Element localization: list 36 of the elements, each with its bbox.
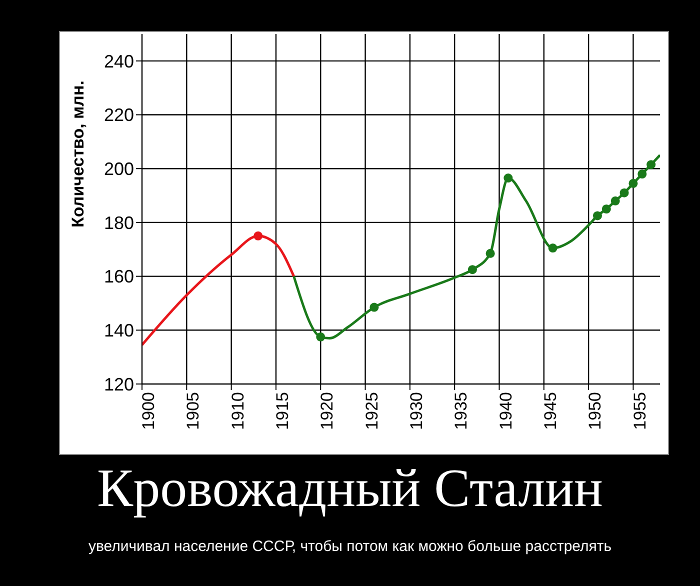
text: Кровожадный Сталин [96,458,604,518]
x-tick-label: 1935 [452,392,471,430]
x-tick-label: 1905 [184,392,203,430]
point [646,160,656,170]
x-tick-label: 1925 [362,392,382,430]
y-tick-label: 140 [104,320,134,341]
point [370,302,379,312]
point [316,332,326,342]
point [468,265,477,274]
x-tick-label: 1910 [228,392,248,430]
point [628,178,638,188]
point [620,188,629,198]
y-axis-title: Количество, млн. [68,80,88,228]
y-tick-label: 180 [104,212,134,233]
y-tick-label: 200 [104,159,134,180]
point [504,174,513,183]
x-tick-label: 1920 [318,392,337,430]
y-tick-label: 160 [104,266,134,287]
point [602,204,611,214]
x-tick-label: 1940 [496,392,516,430]
y-tick-label: 240 [104,51,134,72]
point [638,169,647,179]
y-tick-label: 120 [104,374,134,394]
x-tick-label: 1930 [407,392,426,430]
point [486,248,495,258]
point [548,244,558,253]
x-tick-label: 1945 [540,392,560,430]
point [610,196,620,206]
x-tick-label: 1915 [273,392,292,430]
x-tick-label: 1950 [586,392,605,430]
x-tick-label: 1900 [139,392,158,430]
point [592,211,602,220]
point [254,231,263,240]
x-tick-label: 1955 [630,392,650,430]
y-tick-label: 220 [104,105,134,126]
text: увеличивал население СССР, чтобы потом как можно больше расстрелять [87,538,613,555]
